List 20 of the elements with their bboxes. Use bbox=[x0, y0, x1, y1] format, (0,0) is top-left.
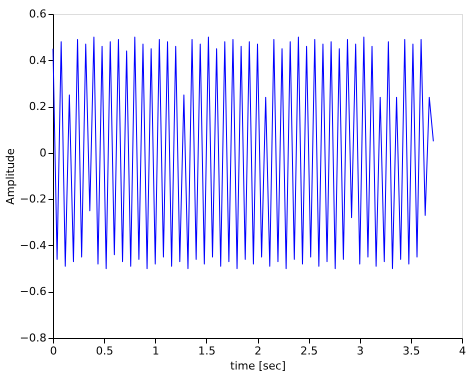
x-tick-label: 1 bbox=[152, 344, 160, 358]
y-axis-title: Amplitude bbox=[4, 148, 17, 205]
x-tick-label: 3 bbox=[356, 344, 364, 358]
y-tick-label: 0.4 bbox=[29, 54, 46, 67]
y-tick-label: 0 bbox=[40, 146, 46, 160]
y-tick-label: −0.2 bbox=[20, 192, 46, 206]
y-tick-label: −0.4 bbox=[20, 238, 46, 252]
y-tick-label: −0.6 bbox=[20, 285, 46, 298]
x-tick-label: 1.5 bbox=[198, 344, 216, 358]
line-series bbox=[52, 36, 434, 270]
y-tick-label: 0.2 bbox=[29, 100, 46, 114]
x-axis-title: time [sec] bbox=[230, 360, 286, 372]
y-tick-label: 0.6 bbox=[29, 8, 46, 20]
x-tick-label: 3.5 bbox=[402, 344, 420, 358]
x-tick-label: 2 bbox=[254, 344, 262, 358]
x-tick-label: 0 bbox=[50, 344, 57, 358]
x-tick-label: 2.5 bbox=[300, 344, 318, 358]
y-tick-label: −0.8 bbox=[20, 332, 46, 344]
x-tick-label: 4 bbox=[459, 344, 466, 358]
x-tick-label: 0.5 bbox=[96, 344, 114, 358]
